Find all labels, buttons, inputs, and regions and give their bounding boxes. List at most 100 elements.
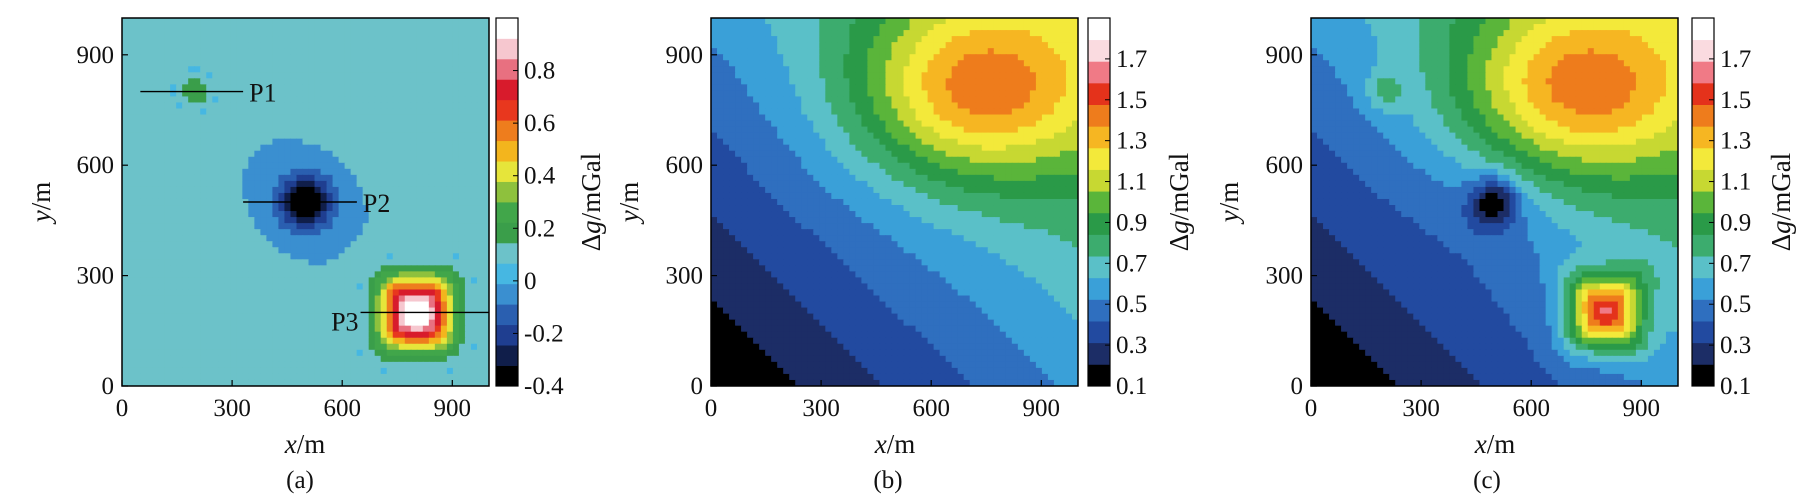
heatmap-cell <box>476 96 484 104</box>
heatmap-cell <box>993 102 1001 110</box>
heatmap-cell <box>873 126 881 134</box>
heatmap-cell <box>440 138 448 146</box>
heatmap-cell <box>146 60 153 67</box>
heatmap-cell <box>410 18 418 25</box>
heatmap-cell <box>422 319 430 327</box>
heatmap-cell <box>140 361 147 369</box>
heatmap-cell <box>440 241 448 248</box>
heatmap-cell <box>452 319 460 327</box>
heatmap-cell <box>428 295 436 303</box>
heatmap-cell <box>1041 66 1049 73</box>
heatmap-cell <box>362 114 370 122</box>
heatmap-cell <box>927 30 935 37</box>
colorbar-swatch <box>496 161 518 182</box>
heatmap-cell <box>212 36 219 43</box>
heatmap-cell <box>458 259 466 266</box>
heatmap-cell <box>122 132 129 140</box>
heatmap-cell <box>200 277 207 285</box>
heatmap-cell <box>194 337 201 345</box>
heatmap-cell <box>422 132 430 140</box>
heatmap-cell <box>338 265 346 272</box>
heatmap-cell <box>422 120 430 128</box>
heatmap-cell <box>326 313 334 321</box>
heatmap-cell <box>374 78 382 85</box>
heatmap-cell <box>260 259 267 266</box>
heatmap-cell <box>951 102 959 110</box>
heatmap-cell <box>482 373 489 381</box>
heatmap-cell <box>350 186 358 194</box>
heatmap-cell <box>1041 60 1049 67</box>
heatmap-cell <box>146 30 153 37</box>
heatmap-cell <box>284 42 292 49</box>
heatmap-cell <box>308 36 316 43</box>
heatmap-cell <box>717 90 724 98</box>
heatmap-cell <box>332 174 340 182</box>
heatmap-cell <box>296 66 304 73</box>
heatmap-cell <box>164 174 171 182</box>
heatmap-cell <box>254 132 261 140</box>
heatmap-cell <box>380 120 388 128</box>
heatmap-cell <box>410 96 418 104</box>
heatmap-cell <box>350 349 358 357</box>
colorbar-swatch <box>496 345 518 366</box>
heatmap-cell <box>476 174 484 182</box>
heatmap-cell <box>188 42 195 49</box>
heatmap-cell <box>356 168 364 176</box>
heatmap-cell <box>200 168 207 176</box>
heatmap-cell <box>464 186 472 194</box>
heatmap-cell <box>242 120 249 128</box>
heatmap-cell <box>1023 114 1031 122</box>
heatmap-cell <box>164 72 171 79</box>
heatmap-cell <box>380 174 388 182</box>
heatmap-cell <box>374 307 382 315</box>
heatmap-cell <box>771 126 778 134</box>
heatmap-cell <box>242 373 249 381</box>
heatmap-cell <box>903 48 911 55</box>
heatmap-cell <box>410 48 418 55</box>
heatmap-cell <box>314 301 322 309</box>
heatmap-cell <box>266 319 274 327</box>
heatmap-cell <box>278 295 286 303</box>
heatmap-cell <box>446 331 454 339</box>
heatmap-cell <box>236 223 243 230</box>
heatmap-cell <box>194 162 201 170</box>
heatmap-cell <box>260 301 267 309</box>
heatmap-cell <box>422 247 430 254</box>
heatmap-cell <box>1029 18 1037 25</box>
heatmap-cell <box>284 24 292 31</box>
heatmap-cell <box>122 295 129 303</box>
heatmap-cell <box>266 355 274 363</box>
heatmap-cell <box>266 192 274 200</box>
heatmap-cell <box>308 132 316 140</box>
heatmap-cell <box>1035 36 1043 43</box>
heatmap-cell <box>350 229 358 236</box>
heatmap-cell <box>380 301 388 309</box>
heatmap-cell <box>867 42 875 49</box>
heatmap-cell <box>296 42 304 49</box>
heatmap-cell <box>482 132 489 140</box>
heatmap-cell <box>272 253 280 260</box>
heatmap-cell <box>897 72 905 79</box>
heatmap-cell <box>813 30 820 37</box>
heatmap-cell <box>356 30 364 37</box>
heatmap-cell <box>320 253 328 260</box>
heatmap-cell <box>1047 54 1055 61</box>
heatmap-cell <box>146 24 153 31</box>
heatmap-cell <box>332 295 340 303</box>
heatmap-cell <box>278 114 286 122</box>
heatmap-cell <box>182 367 189 375</box>
heatmap-cell <box>338 229 346 236</box>
heatmap-cell <box>813 54 820 61</box>
heatmap-cell <box>843 102 850 110</box>
heatmap-cell <box>332 271 340 279</box>
heatmap-cell <box>945 36 953 43</box>
heatmap-cell <box>368 313 376 321</box>
heatmap-cell <box>440 90 448 98</box>
heatmap-cell <box>482 30 489 37</box>
heatmap-cell <box>272 241 280 248</box>
heatmap-cell <box>152 108 159 116</box>
heatmap-cell <box>729 66 736 73</box>
heatmap-cell <box>188 367 195 375</box>
heatmap-cell <box>170 367 177 375</box>
heatmap-cell <box>134 60 141 67</box>
